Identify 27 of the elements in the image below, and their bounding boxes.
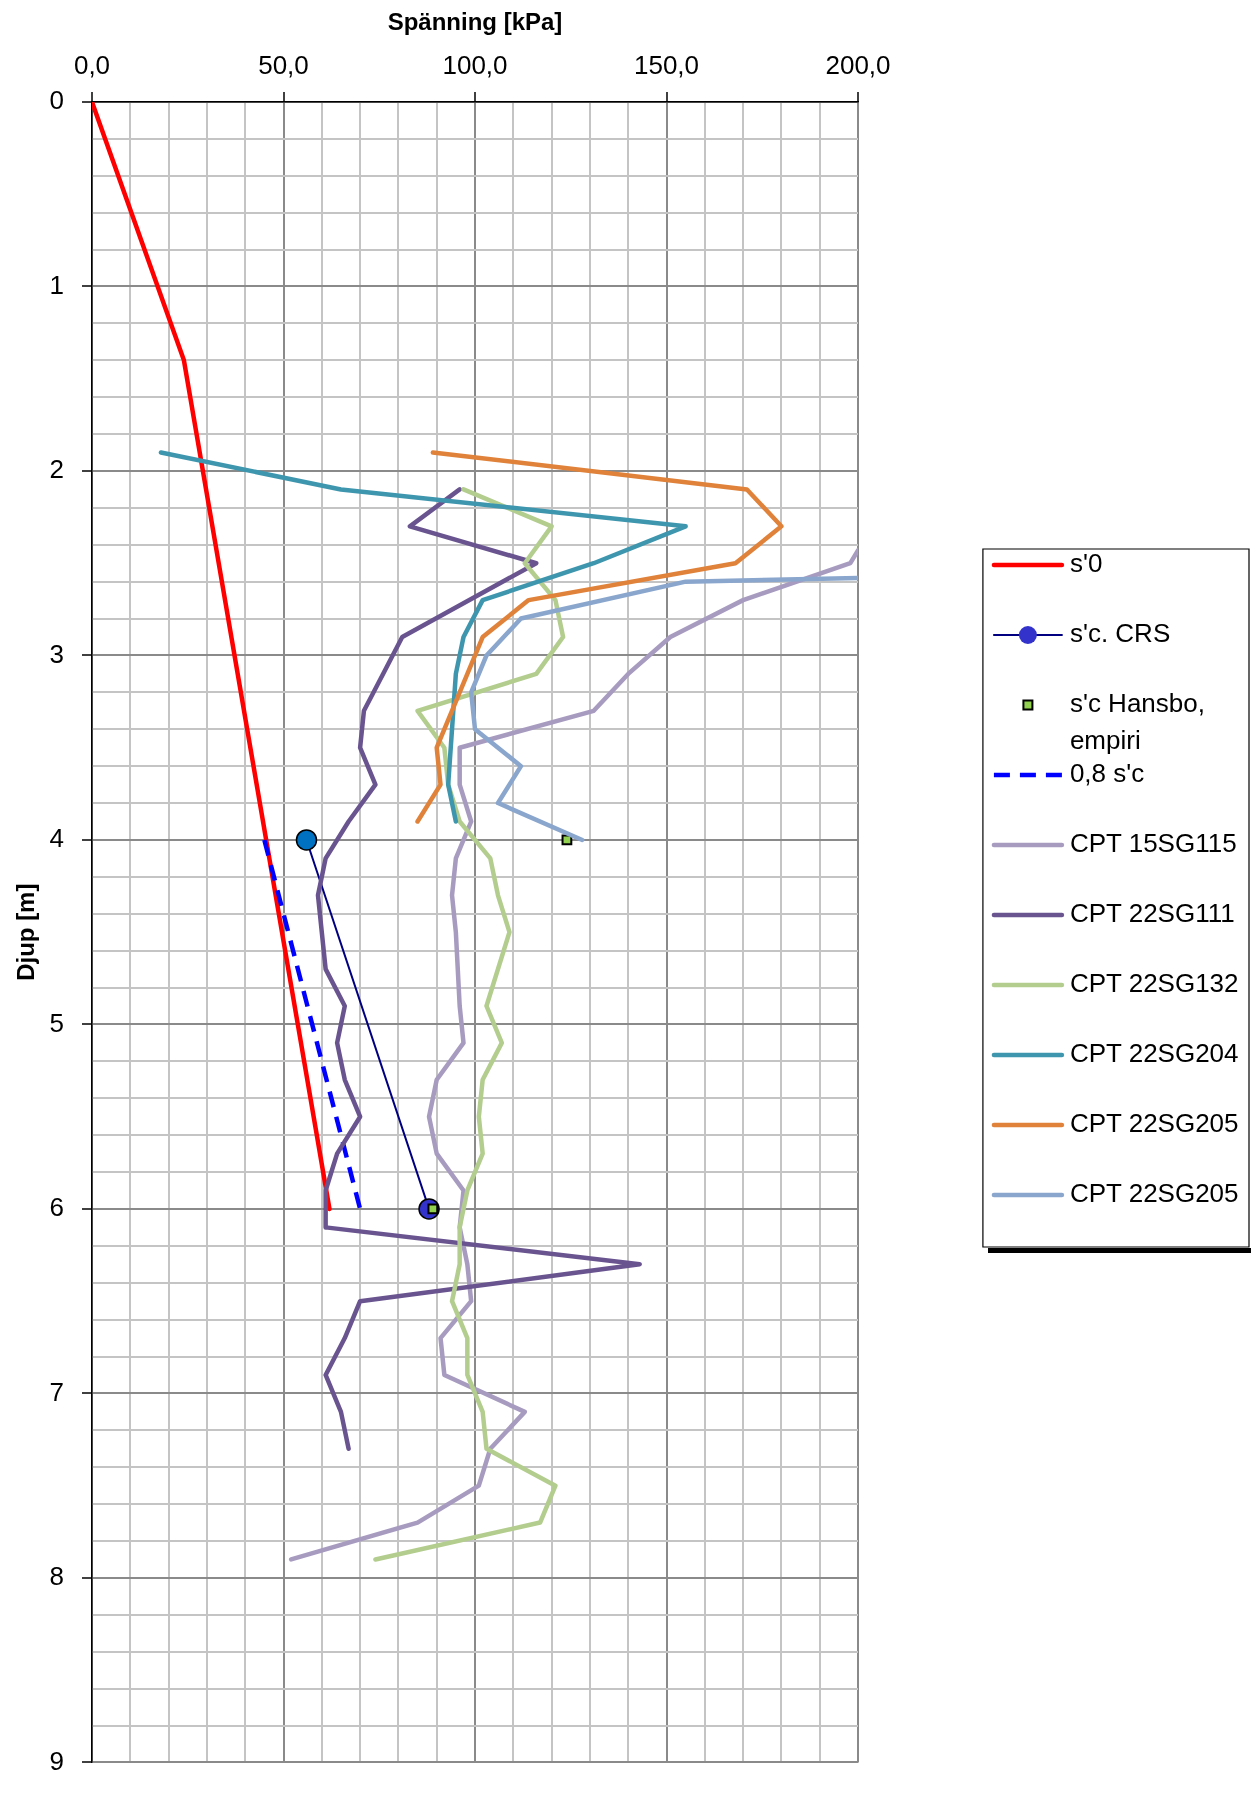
legend-label: CPT 22SG205 [1069,1178,1239,1209]
legend-label: s'0 [1069,548,1103,579]
legend-label: CPT 15SG115 [1069,828,1237,859]
legend-label: CPT 22SG132 [1069,968,1239,999]
y-tick-label: 6 [49,1192,64,1223]
legend-label: s'c. CRS [1069,618,1171,649]
y-tick-label: 3 [49,638,64,669]
x-tick-label: 100,0 [442,49,508,80]
legend-label: CPT 22SG205 [1069,1108,1239,1139]
legend-label: CPT 22SG204 [1069,1038,1239,1069]
legend-label: CPT 22SG111 [1069,898,1235,929]
legend-label: s'c Hansbo, empiri [1069,688,1205,756]
x-tick-label: 50,0 [258,49,309,80]
y-tick-label: 8 [49,1561,64,1592]
x-axis-title: Spänning [kPa] [387,8,563,36]
y-axis-title: Djup [m] [12,883,40,981]
x-tick-label: 150,0 [633,49,700,80]
y-tick-label: 4 [49,823,64,854]
x-tick-label: 0,0 [73,49,111,80]
legend-label: 0,8 s'c [1069,758,1145,789]
x-tick-label: 200,0 [825,49,891,80]
y-tick-label: 1 [49,269,64,300]
y-tick-label: 9 [49,1745,64,1776]
y-tick-label: 0 [49,85,64,116]
y-tick-label: 7 [49,1376,64,1407]
y-tick-label: 5 [49,1007,64,1038]
y-tick-label: 2 [49,454,64,485]
